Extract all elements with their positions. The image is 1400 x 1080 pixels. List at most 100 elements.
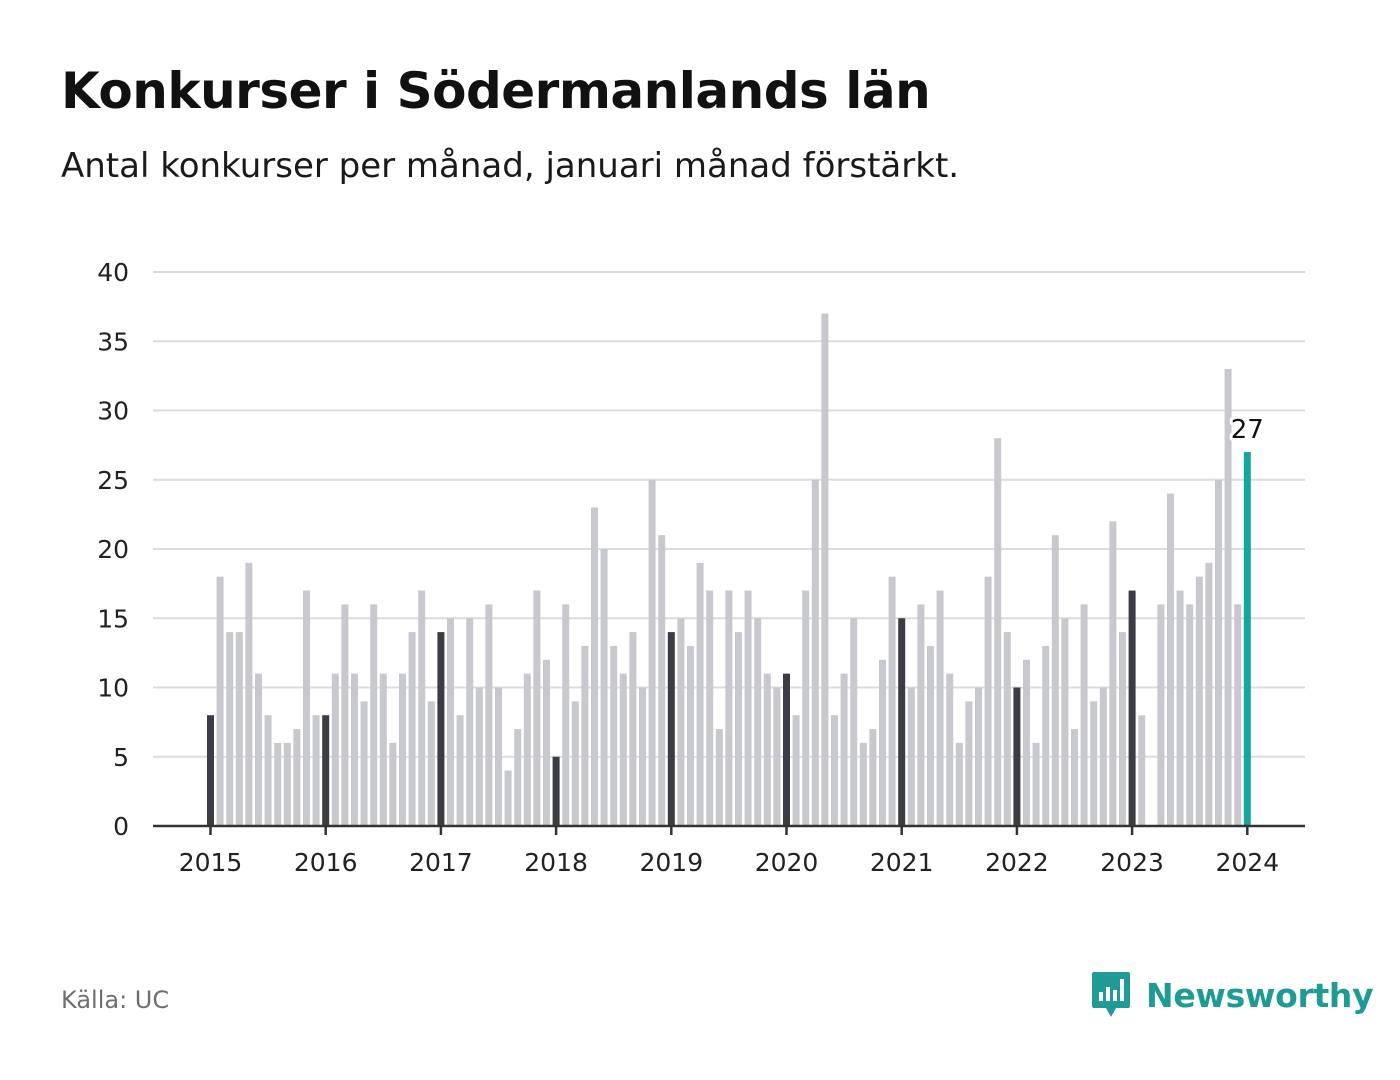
bar bbox=[274, 742, 282, 826]
bar bbox=[495, 687, 502, 826]
y-tick-label: 15 bbox=[97, 604, 129, 633]
bar bbox=[543, 659, 550, 826]
bar bbox=[389, 742, 397, 826]
bar bbox=[840, 673, 848, 826]
bar bbox=[1003, 632, 1011, 826]
bar bbox=[523, 673, 531, 826]
bar-january bbox=[207, 715, 214, 826]
x-tick-label: 2021 bbox=[870, 848, 934, 877]
x-tick-label: 2019 bbox=[639, 848, 703, 877]
bar bbox=[715, 729, 723, 826]
bar bbox=[619, 673, 627, 826]
chart-subtitle: Antal konkurser per månad, januari månad… bbox=[61, 146, 960, 186]
bar-january bbox=[1128, 590, 1136, 826]
bar bbox=[1042, 645, 1050, 826]
bar bbox=[975, 687, 982, 826]
chart-title: Konkurser i Södermanlands län bbox=[61, 62, 931, 120]
bar-latest bbox=[1243, 452, 1251, 826]
y-tick-label: 25 bbox=[97, 466, 129, 495]
bar bbox=[591, 507, 598, 826]
y-tick-label: 20 bbox=[97, 535, 129, 564]
bar bbox=[1023, 659, 1030, 826]
y-tick-label: 0 bbox=[113, 812, 129, 841]
bar bbox=[283, 742, 291, 826]
bar bbox=[1071, 729, 1078, 826]
bar bbox=[581, 645, 589, 826]
bar-chart-speech-bubble-icon bbox=[1092, 972, 1130, 1017]
bar bbox=[850, 618, 858, 826]
bar bbox=[811, 479, 819, 826]
bar bbox=[1195, 576, 1203, 826]
bar bbox=[821, 313, 829, 826]
bar bbox=[245, 562, 253, 826]
bar bbox=[1186, 604, 1194, 826]
x-tick-label: 2024 bbox=[1215, 848, 1279, 877]
y-tick-label: 35 bbox=[97, 327, 129, 356]
bar bbox=[1109, 521, 1117, 826]
bar bbox=[418, 590, 426, 826]
bar bbox=[235, 632, 243, 826]
bar bbox=[379, 673, 387, 826]
bar bbox=[1215, 479, 1222, 826]
bar bbox=[447, 618, 454, 826]
bar bbox=[351, 673, 358, 826]
bar bbox=[264, 715, 272, 826]
bar bbox=[946, 673, 954, 826]
bar-january bbox=[1013, 687, 1021, 826]
bar bbox=[629, 632, 637, 826]
bar-january bbox=[322, 715, 330, 826]
bar-january bbox=[783, 673, 790, 826]
bar bbox=[331, 673, 339, 826]
bar bbox=[1205, 562, 1213, 826]
x-tick-label: 2015 bbox=[179, 848, 243, 877]
bar bbox=[936, 590, 944, 826]
bar bbox=[677, 618, 685, 826]
x-tick-label: 2022 bbox=[985, 848, 1049, 877]
bar bbox=[1051, 535, 1059, 826]
bar bbox=[831, 715, 838, 826]
bar bbox=[600, 549, 608, 826]
bar-january bbox=[552, 756, 560, 826]
bar bbox=[533, 590, 541, 826]
brand-name: Newsworthy bbox=[1146, 975, 1374, 1015]
bar bbox=[888, 576, 896, 826]
latest-value-label: 27 bbox=[1231, 415, 1264, 445]
bar bbox=[879, 659, 886, 826]
bar bbox=[399, 673, 406, 826]
x-tick-label: 2023 bbox=[1100, 848, 1164, 877]
bar bbox=[917, 604, 925, 826]
bar bbox=[1157, 604, 1165, 826]
x-tick-label: 2018 bbox=[524, 848, 588, 877]
bar bbox=[1061, 618, 1069, 826]
brand-logo[interactable]: Newsworthy bbox=[1090, 970, 1374, 1020]
bar bbox=[802, 590, 810, 826]
bar bbox=[639, 687, 646, 826]
bar bbox=[427, 701, 435, 826]
bar bbox=[255, 673, 262, 826]
bar bbox=[869, 729, 877, 826]
bar bbox=[312, 715, 320, 826]
bar bbox=[485, 604, 493, 826]
bar bbox=[927, 645, 934, 826]
bar bbox=[1080, 604, 1088, 826]
y-tick-label: 40 bbox=[97, 258, 129, 287]
bar bbox=[773, 687, 781, 826]
bar bbox=[1224, 368, 1232, 826]
bar bbox=[907, 687, 915, 826]
bar bbox=[994, 438, 1002, 826]
bar bbox=[341, 604, 349, 826]
bar bbox=[648, 479, 656, 826]
bar bbox=[706, 590, 714, 826]
bar bbox=[610, 645, 618, 826]
bar bbox=[1099, 687, 1107, 826]
bar-chart: 0 5 10 15 20 25 30 35 40 2015 2016 2017 2018 2019 2020… bbox=[97, 258, 1305, 877]
bar bbox=[1090, 701, 1098, 826]
bar bbox=[504, 770, 512, 826]
bar bbox=[725, 590, 733, 826]
bar bbox=[370, 604, 378, 826]
bar bbox=[955, 742, 963, 826]
bar bbox=[1167, 493, 1174, 826]
bar bbox=[303, 590, 310, 826]
bar bbox=[965, 701, 973, 826]
bar bbox=[658, 535, 666, 826]
